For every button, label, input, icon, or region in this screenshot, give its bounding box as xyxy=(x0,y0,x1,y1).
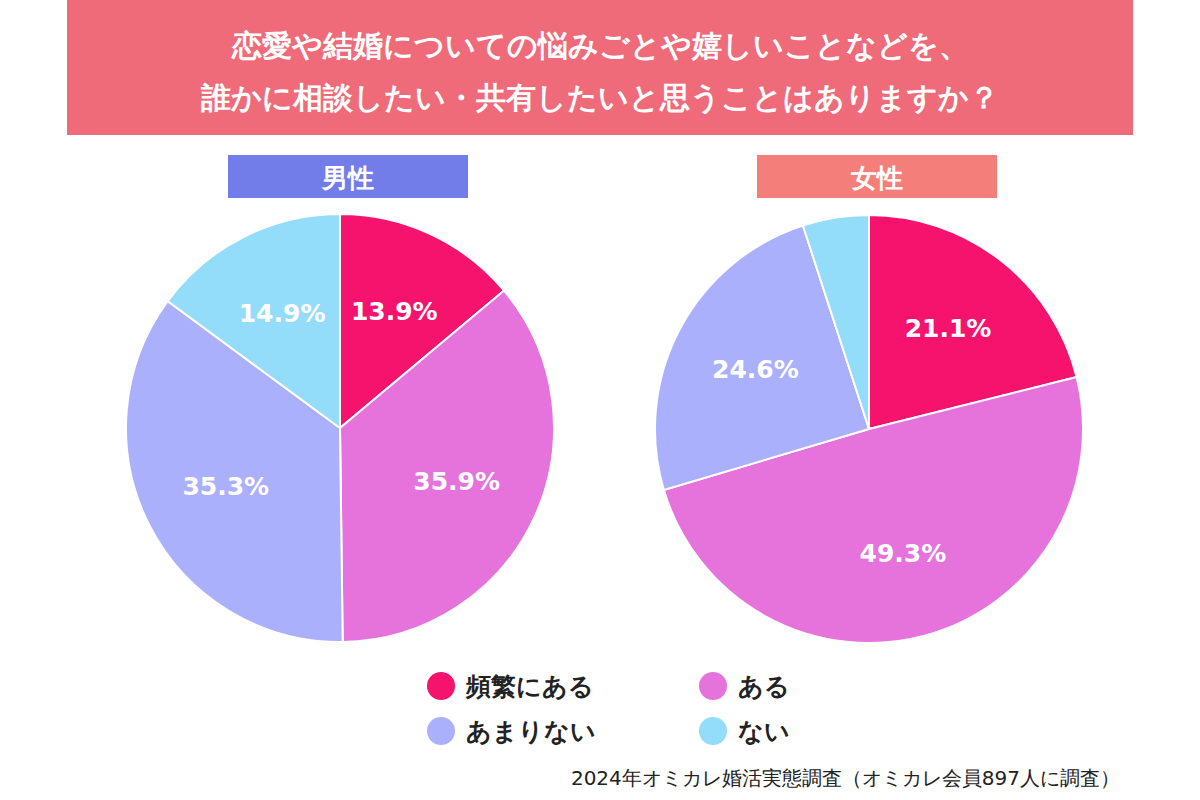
chart-title: 男性 xyxy=(321,163,374,193)
slices xyxy=(655,215,1083,643)
slice xyxy=(803,215,869,429)
data-labels: 13.9% 35.9% 35.3% 14.9% xyxy=(182,297,500,501)
panel-header xyxy=(228,155,468,198)
slice xyxy=(168,214,340,428)
chart-root: 恋愛や結婚についての悩みごとや嬉しいことなどを、誰かに相談したい・共有したいと思… xyxy=(0,0,1200,800)
title: 恋愛や結婚についての悩みごとや嬉しいことなどを、誰かに相談したい・共有したいと思… xyxy=(200,28,999,115)
legend: 頻繁にある あるあまりない ない xyxy=(427,672,790,746)
data-label: 49.3% xyxy=(860,539,947,568)
chart-title: 女性 xyxy=(850,163,903,193)
data-label: 35.9% xyxy=(413,467,500,496)
data-label: 14.9% xyxy=(239,299,326,328)
slices xyxy=(126,214,554,642)
legend-item: 頻繁にある xyxy=(427,672,594,701)
legend-label: ある xyxy=(738,672,790,701)
pie-chart: 女性 21.1% 49.3% 24.6% xyxy=(655,155,1083,643)
pie-chart: 男性 13.9% 35.9% 35.3% 14.9% xyxy=(126,155,554,642)
data-label: 21.1% xyxy=(905,314,992,343)
data-labels: 21.1% 49.3% 24.6% xyxy=(712,314,991,568)
data-label: 13.9% xyxy=(351,297,438,326)
legend-label: あまりない xyxy=(466,717,596,746)
legend-label: ない xyxy=(738,717,790,746)
legend-swatch xyxy=(699,717,727,745)
legend-swatch xyxy=(699,672,727,700)
data-label: 35.3% xyxy=(182,472,269,501)
legend-swatch xyxy=(427,717,455,745)
slice xyxy=(340,291,554,642)
title-line: 誰かに相談したい・共有したいと思うことはありますか？ xyxy=(200,80,999,115)
title-line: 恋愛や結婚についての悩みごとや嬉しいことなどを、 xyxy=(231,28,969,63)
legend-item: あまりない xyxy=(427,717,596,746)
panel-header xyxy=(757,155,997,198)
legend-item: ある xyxy=(699,672,790,701)
legend-swatch xyxy=(427,672,455,700)
legend-item: ない xyxy=(699,717,790,746)
data-label: 24.6% xyxy=(712,355,799,384)
legend-label: 頻繁にある xyxy=(465,672,594,701)
title-band xyxy=(67,0,1133,135)
source-note: 2024年オミカレ婚活実態調査（オミカレ会員897人に調査） xyxy=(571,766,1120,790)
